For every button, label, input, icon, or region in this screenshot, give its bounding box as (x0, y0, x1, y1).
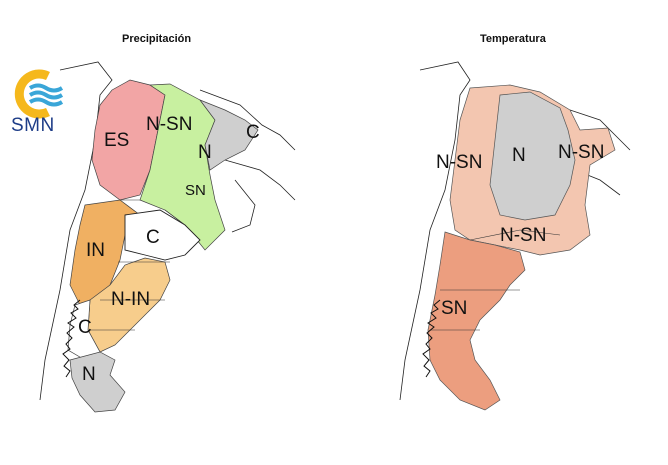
temp-label-n: N (512, 145, 526, 166)
precip-label-es: ES (104, 130, 129, 151)
temperature-title: Temperatura (480, 33, 546, 45)
precip-gray-ne-region (198, 99, 259, 171)
precip-gray-south-region (69, 351, 126, 413)
precip-label-c-south: C (78, 317, 92, 338)
precip-label-nsn: N-SN (146, 114, 192, 135)
temp-label-nsn-center: N-SN (500, 225, 546, 246)
temperature-map: N-SN N N-SN N-SN SN (399, 61, 631, 411)
smn-logo-icon (14, 69, 64, 119)
temp-label-nsn-west: N-SN (436, 152, 482, 173)
precip-label-nin: N-IN (111, 289, 150, 310)
smn-logo-text: SMN (11, 115, 55, 136)
precip-label-n-ne: N (198, 142, 212, 163)
temp-dark-salmon-region (427, 231, 526, 411)
precip-label-c-center: C (146, 227, 160, 248)
precipitation-map: ES N-SN C N SN IN C N-IN C N (39, 61, 296, 413)
precip-label-c-ne: C (246, 122, 260, 143)
precip-label-in: IN (86, 240, 105, 261)
precip-neutral-center-region (124, 209, 201, 261)
temp-label-nsn-east: N-SN (558, 142, 604, 163)
precip-label-n-south: N (82, 364, 96, 385)
precip-label-sn: SN (185, 182, 206, 199)
temp-gray-region (489, 91, 576, 221)
precipitation-title: Precipitación (122, 33, 192, 45)
temp-label-sn: SN (441, 298, 467, 319)
